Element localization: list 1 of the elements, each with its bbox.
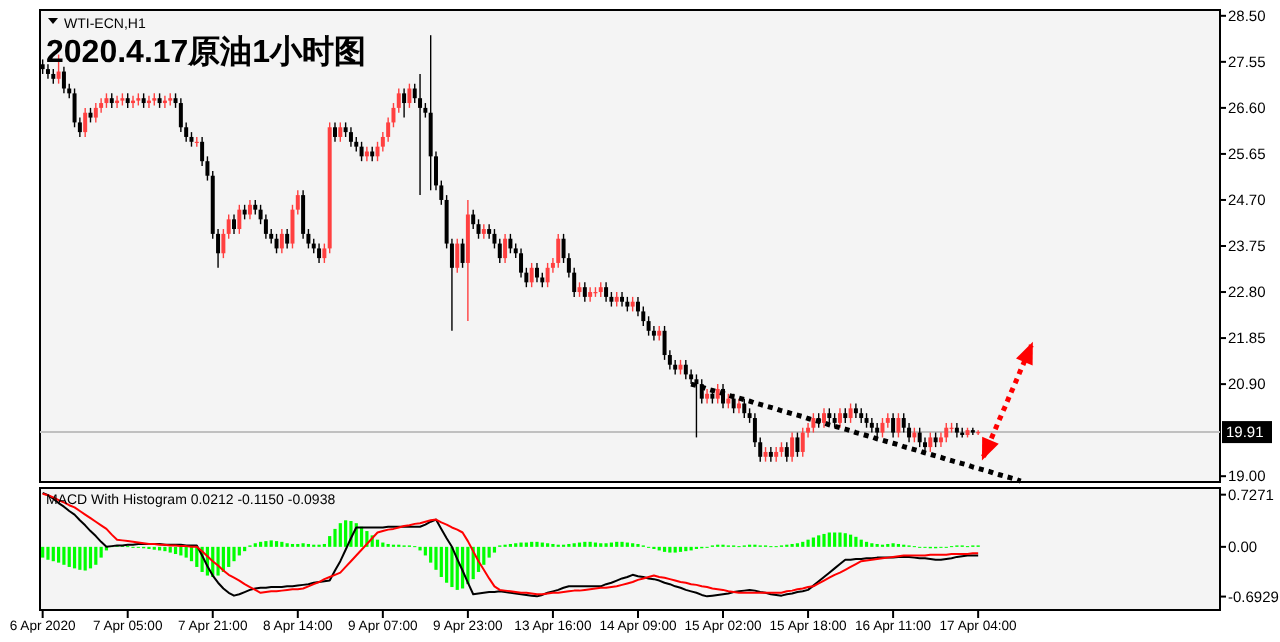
text: 2020.4.17原油1小时图 (46, 34, 367, 70)
